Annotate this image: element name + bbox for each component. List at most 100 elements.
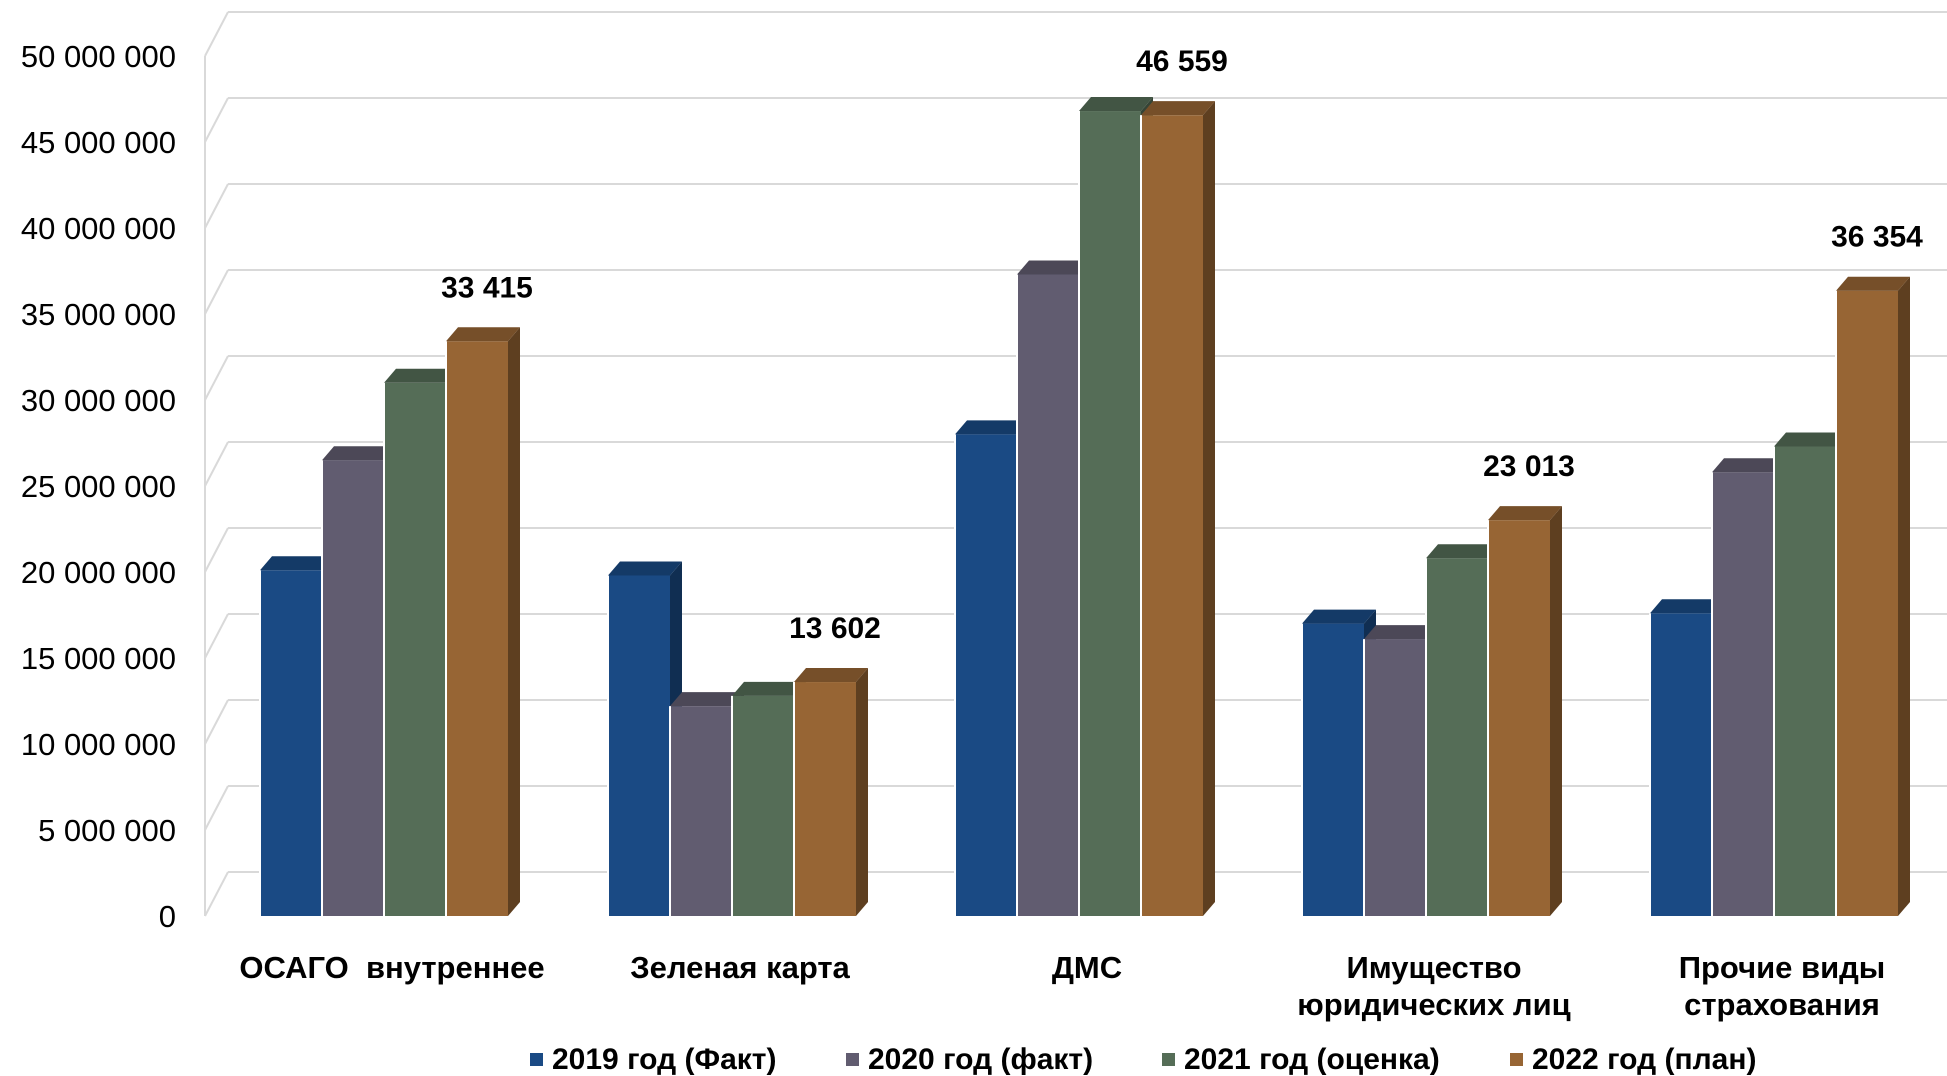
gridline-diag bbox=[204, 699, 229, 745]
bar bbox=[732, 695, 794, 916]
bar bbox=[1836, 290, 1898, 917]
bar-top bbox=[1426, 544, 1500, 559]
bar bbox=[1364, 639, 1426, 916]
legend-label: 2022 год (план) bbox=[1532, 1043, 1756, 1076]
x-category-label: ОСАГО внутреннее bbox=[239, 950, 544, 985]
legend-label: 2020 год (факт) bbox=[868, 1043, 1093, 1076]
bar bbox=[1017, 274, 1079, 916]
y-tick-label: 40 000 000 bbox=[21, 211, 176, 246]
y-tick-label: 10 000 000 bbox=[21, 727, 176, 762]
bar-top bbox=[1488, 506, 1562, 521]
bar-side bbox=[1203, 101, 1215, 917]
gridline-diag bbox=[204, 11, 229, 57]
bar-top bbox=[1079, 97, 1153, 112]
y-tick-label: 25 000 000 bbox=[21, 469, 176, 504]
legend-swatch bbox=[530, 1053, 543, 1066]
bar-top bbox=[1141, 101, 1215, 116]
bar bbox=[260, 570, 322, 916]
data-label: 33 415 bbox=[441, 271, 533, 304]
bar-side bbox=[508, 327, 520, 917]
bar bbox=[322, 460, 384, 916]
bar-top bbox=[322, 446, 396, 461]
bar-top bbox=[1017, 260, 1091, 275]
bar bbox=[1141, 115, 1203, 917]
x-category-label: ДМС bbox=[1052, 950, 1122, 985]
bar bbox=[446, 341, 508, 917]
legend-swatch bbox=[846, 1053, 859, 1066]
legend-item: 2020 год (факт) bbox=[846, 1043, 1093, 1076]
bar-top bbox=[446, 327, 520, 342]
legend-item: 2022 год (план) bbox=[1510, 1043, 1756, 1076]
y-tick-label: 50 000 000 bbox=[21, 39, 176, 74]
bar-top bbox=[260, 556, 334, 571]
y-tick-label: 30 000 000 bbox=[21, 383, 176, 418]
legend-item: 2021 год (оценка) bbox=[1162, 1043, 1440, 1076]
gridline-diag bbox=[204, 441, 229, 487]
bar-group bbox=[259, 327, 520, 917]
bar-top bbox=[670, 692, 744, 707]
legend-label: 2019 год (Факт) bbox=[552, 1043, 776, 1076]
bar bbox=[1488, 520, 1550, 916]
data-label: 46 559 bbox=[1136, 45, 1228, 78]
gridline-diag bbox=[204, 527, 229, 573]
bar-top bbox=[794, 668, 868, 683]
bar-top bbox=[608, 561, 682, 576]
gridline-diag bbox=[204, 613, 229, 659]
bar-group bbox=[1301, 506, 1562, 916]
y-tick-label: 45 000 000 bbox=[21, 125, 176, 160]
bar bbox=[1079, 111, 1141, 917]
data-label: 23 013 bbox=[1483, 450, 1575, 483]
bar-group bbox=[954, 97, 1215, 917]
bar-top bbox=[955, 420, 1029, 435]
bar bbox=[670, 706, 732, 916]
data-label: 13 602 bbox=[789, 612, 881, 645]
bar-side bbox=[856, 668, 868, 916]
y-tick-label: 15 000 000 bbox=[21, 641, 176, 676]
x-category-label: Имущество bbox=[1346, 950, 1521, 985]
bar-top bbox=[1302, 609, 1376, 624]
bar-side bbox=[1550, 506, 1562, 916]
x-category-label: страхования bbox=[1684, 987, 1880, 1022]
gridline-diag bbox=[204, 97, 229, 143]
bar-top bbox=[1836, 276, 1910, 291]
legend: 2019 год (Факт) 2020 год (факт) 2021 год (… bbox=[530, 1043, 1756, 1076]
gridline-diag bbox=[204, 183, 229, 229]
bar-top bbox=[384, 368, 458, 383]
bar bbox=[1650, 613, 1712, 916]
bar-top bbox=[1774, 432, 1848, 447]
gridline-diag bbox=[204, 871, 229, 917]
y-tick-label: 0 bbox=[159, 899, 176, 934]
gridline-diag bbox=[204, 269, 229, 315]
bar-top bbox=[1364, 625, 1438, 640]
bar bbox=[384, 382, 446, 916]
bar bbox=[608, 575, 670, 916]
bar bbox=[794, 682, 856, 916]
y-tick-label: 5 000 000 bbox=[38, 813, 176, 848]
gridline-diag bbox=[204, 785, 229, 831]
bar-group bbox=[1649, 276, 1910, 917]
bar-side bbox=[1898, 276, 1910, 917]
bar-group bbox=[607, 561, 868, 916]
bar bbox=[1426, 558, 1488, 916]
bar bbox=[1302, 623, 1364, 916]
bar-top bbox=[1650, 599, 1724, 614]
y-tick-label: 20 000 000 bbox=[21, 555, 176, 590]
legend-swatch bbox=[1162, 1053, 1175, 1066]
bars-layer bbox=[259, 97, 1910, 917]
bar-top bbox=[732, 681, 806, 696]
bar bbox=[955, 434, 1017, 916]
x-axis-categories: ОСАГО внутреннее Зеленая карта ДМС Имуществ… bbox=[239, 950, 1885, 1022]
bar bbox=[1774, 446, 1836, 916]
x-category-label: юридических лиц bbox=[1297, 987, 1571, 1022]
data-label: 36 354 bbox=[1831, 221, 1923, 254]
bar bbox=[1712, 472, 1774, 916]
x-category-label: Прочие виды bbox=[1679, 950, 1886, 985]
legend-label: 2021 год (оценка) bbox=[1184, 1043, 1440, 1076]
y-axis-ticks: 0 5 000 000 10 000 000 15 000 000 20 000 000… bbox=[21, 39, 176, 934]
bar-top bbox=[1712, 458, 1786, 473]
legend-swatch bbox=[1510, 1053, 1523, 1066]
y-tick-label: 35 000 000 bbox=[21, 297, 176, 332]
gridline-diag bbox=[204, 355, 229, 401]
